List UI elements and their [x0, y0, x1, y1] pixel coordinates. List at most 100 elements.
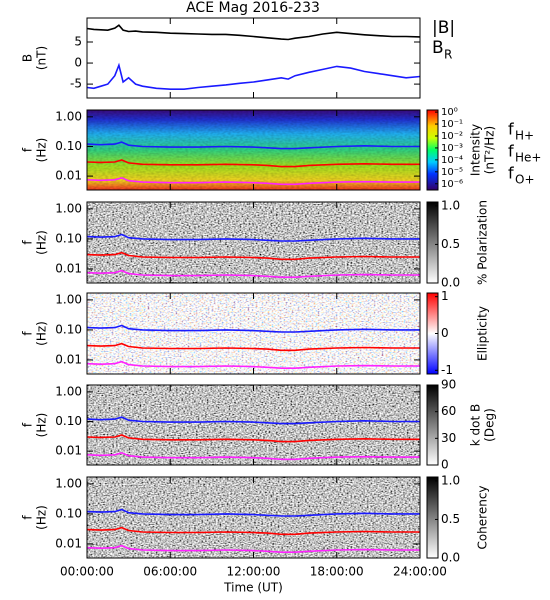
series-line [86, 24, 421, 41]
legend-subscript: R [444, 48, 452, 62]
colorbar-tick-label: 10⁻⁶ [441, 179, 463, 190]
plot-frame [86, 384, 421, 466]
y-axis-label: (Hz) [35, 321, 49, 346]
x-tick-label: 00:00:00 [60, 565, 114, 579]
spectrogram [87, 202, 420, 283]
y-tick-label: 1.00 [55, 109, 82, 123]
x-tick-label: 06:00:00 [143, 565, 197, 579]
y-tick-label: 0.10 [55, 139, 82, 153]
colorbar-tick-label: 0.5 [441, 237, 460, 251]
chart-title: ACE Mag 2016-233 [186, 0, 320, 16]
colorbar-tick-label: 90 [441, 378, 456, 392]
colorbar-tick-label: 30 [441, 431, 456, 445]
colorbar-tick-label: 1.0 [441, 473, 460, 487]
colorbar-tick-label: 1 [441, 289, 449, 303]
series-line [86, 544, 420, 553]
colorbar-tick-label: 0.0 [441, 276, 460, 290]
x-tick-label: 24:00:00 [393, 565, 447, 579]
legend-subscript: O+ [515, 173, 535, 187]
legend-subscript: H+ [515, 129, 534, 143]
legend-label: f [508, 164, 514, 183]
y-tick-label: 0.10 [55, 322, 82, 336]
legend-subscript: He+ [515, 151, 541, 165]
series-line [86, 269, 420, 278]
colorbar [426, 476, 439, 559]
y-axis-label: (Hz) [35, 505, 49, 530]
y-axis-label: f [21, 147, 35, 152]
colorbar-tick-label: 0.5 [441, 512, 460, 526]
colorbar-tick-label: 10⁻² [441, 131, 463, 142]
series-line [86, 342, 420, 352]
colorbar-tick-label: 10⁻¹ [441, 119, 463, 130]
y-tick-label: 1.00 [55, 201, 82, 215]
series-line [86, 251, 420, 261]
y-axis-label: f [21, 515, 35, 520]
spectrogram-texture [87, 110, 420, 190]
plot-frame [86, 109, 421, 191]
series-line [86, 62, 421, 90]
y-tick-label: 0.10 [55, 414, 82, 428]
y-tick-label: 0.01 [55, 352, 82, 366]
series-line [86, 434, 420, 443]
y-tick-label: 0.10 [55, 231, 82, 245]
colorbar-label: k dot B [469, 404, 483, 446]
colorbar-tick-label: 60 [441, 404, 456, 418]
legend-label: f [508, 120, 514, 139]
y-tick-label: 0.01 [55, 536, 82, 550]
series-line [86, 416, 420, 425]
x-tick-label: 18:00:00 [310, 565, 364, 579]
x-axis-label: Time (UT) [223, 581, 283, 595]
colorbar-label: (Deg) [483, 408, 497, 442]
colorbar-tick-label: 10⁻⁴ [441, 155, 463, 166]
y-axis-label: (Hz) [35, 413, 49, 438]
colorbar-tick-label: 10⁻⁵ [441, 167, 463, 178]
y-axis-label: f [21, 422, 35, 427]
series-line [86, 233, 420, 242]
colorbar-tick-label: -1 [441, 363, 453, 377]
series-line [86, 159, 420, 168]
plot-frame [86, 17, 421, 99]
y-axis-label: f [21, 331, 35, 336]
spectrogram [87, 293, 420, 374]
colorbar-label: (nT²/Hz) [483, 126, 497, 174]
colorbar-tick-label: 1.0 [441, 198, 460, 212]
legend-label: |B| [432, 18, 455, 38]
spectrogram [87, 477, 420, 558]
y-tick-label: 1.00 [55, 476, 82, 490]
y-tick-label: 1.00 [55, 292, 82, 306]
series-line [86, 451, 420, 461]
y-axis-label: B [21, 54, 35, 62]
series-line [86, 508, 420, 517]
colorbar [426, 109, 439, 191]
y-tick-label: 1.00 [55, 384, 82, 398]
colorbar-label: Coherency [476, 485, 490, 549]
y-tick-label: 5 [74, 35, 82, 49]
y-tick-label: 0.01 [55, 444, 82, 458]
colorbar-tick-label: 0 [441, 458, 449, 472]
colorbar-tick-label: 0 [441, 326, 449, 340]
plot-frame [86, 201, 421, 284]
plot-frame [86, 476, 421, 559]
y-tick-label: 0.01 [55, 169, 82, 183]
y-tick-label: 0 [74, 56, 82, 70]
series-line [86, 141, 420, 150]
colorbar-tick-label: 0.0 [441, 551, 460, 565]
colorbar [426, 384, 439, 466]
colorbar-label: Ellipticity [476, 306, 490, 361]
y-axis-label: (nT) [35, 46, 49, 70]
colorbar-label: Intensity [469, 124, 483, 176]
series-line [86, 526, 420, 536]
colorbar-tick-label: 10⁰ [441, 107, 458, 118]
series-line [86, 176, 420, 186]
plot-frame [86, 292, 421, 375]
y-axis-label: f [21, 240, 35, 245]
y-tick-label: 0.01 [55, 261, 82, 275]
colorbar-tick-label: 10⁻³ [441, 143, 463, 154]
legend-label: B [432, 38, 444, 58]
spectrogram [87, 385, 420, 465]
legend-label: f [508, 142, 514, 161]
y-tick-label: 0.10 [55, 506, 82, 520]
x-tick-label: 12:00:00 [227, 565, 281, 579]
